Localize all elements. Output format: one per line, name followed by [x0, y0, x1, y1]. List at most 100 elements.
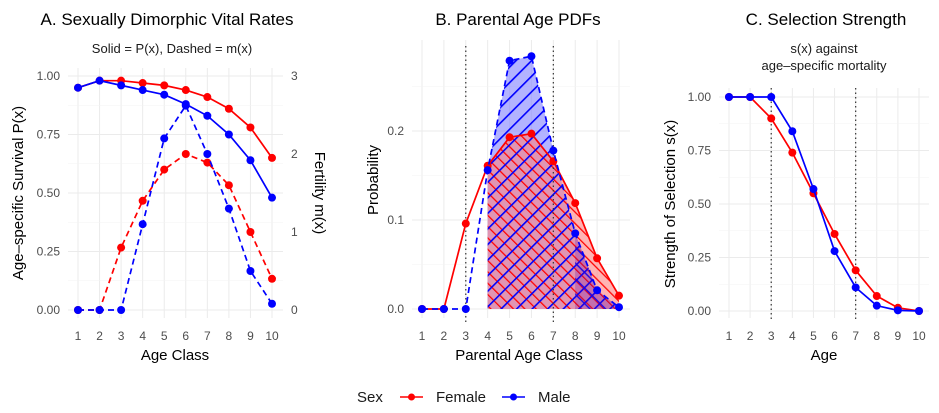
- y-tick-label: 0.2: [387, 124, 404, 138]
- data-point-male: [527, 52, 536, 61]
- data-point-male: [117, 306, 126, 314]
- x-tick-label: 6: [528, 329, 535, 343]
- panel-a-grid: [68, 68, 283, 318]
- data-point-male: [117, 81, 126, 90]
- legend-key-female: [408, 393, 415, 401]
- data-point-male: [246, 267, 255, 275]
- data-point-male: [138, 220, 147, 229]
- panel-a-marks: [74, 76, 276, 314]
- x-tick-label: 2: [747, 329, 754, 343]
- y-tick-label: 0.1: [387, 213, 404, 227]
- data-point-female: [461, 219, 470, 228]
- x-tick-label: 10: [265, 329, 279, 343]
- data-point-female: [117, 243, 126, 252]
- y-right-tick-label: 0: [291, 303, 298, 317]
- data-point-male: [571, 229, 580, 238]
- data-point-female: [615, 291, 623, 300]
- x-tick-label: 5: [506, 329, 513, 343]
- x-tick-label: 1: [726, 329, 733, 343]
- x-tick-label: 6: [182, 329, 189, 343]
- data-point-male: [893, 306, 902, 315]
- data-point-male: [268, 299, 276, 308]
- data-point-female: [505, 133, 514, 142]
- panel-a-subtitle: Solid = P(x), Dashed = m(x): [92, 41, 252, 56]
- x-tick-label: 3: [768, 329, 775, 343]
- y-right-tick-label: 2: [291, 147, 298, 161]
- y-tick-label: 0.25: [37, 245, 61, 259]
- data-point-female: [160, 165, 169, 174]
- panel-b-xlabel: Parental Age Class: [455, 347, 583, 364]
- data-point-female: [788, 148, 797, 157]
- male-area-hatch: [487, 56, 619, 309]
- series-line-female-survival: [77, 79, 273, 159]
- data-point-male: [851, 283, 860, 292]
- panel-c-title: C. Selection Strength: [746, 10, 907, 29]
- panel-a: A. Sexually Dimorphic Vital Rates Solid …: [10, 10, 328, 364]
- data-point-female: [203, 158, 212, 167]
- y-tick-label: 1.00: [688, 90, 712, 104]
- y-tick-label: 0.0: [387, 302, 404, 316]
- male-tail-hatch: [575, 233, 619, 309]
- data-point-female: [181, 86, 190, 95]
- x-tick-label: 8: [572, 329, 579, 343]
- x-tick-label: 4: [139, 329, 146, 343]
- panel-b-title: B. Parental Age PDFs: [435, 10, 600, 29]
- data-point-female: [767, 114, 776, 123]
- data-point-male: [138, 86, 147, 95]
- data-point-female: [138, 79, 147, 88]
- data-point-male: [203, 111, 212, 120]
- data-point-male: [203, 150, 212, 158]
- x-tick-label: 9: [594, 329, 601, 343]
- data-point-male: [74, 83, 82, 92]
- x-tick-label: 5: [161, 329, 168, 343]
- x-tick-label: 8: [226, 329, 233, 343]
- y-tick-label: 0.00: [688, 304, 712, 318]
- y-right-tick-label: 1: [291, 225, 298, 239]
- data-point-male: [593, 286, 602, 295]
- y-tick-label: 0.50: [688, 197, 712, 211]
- data-point-male: [483, 166, 492, 175]
- data-point-male: [809, 185, 818, 194]
- data-point-female: [527, 129, 536, 138]
- x-tick-label: 1: [75, 329, 82, 343]
- y-tick-label: 1.00: [37, 69, 61, 83]
- data-point-female: [872, 292, 881, 301]
- data-point-male: [246, 156, 255, 165]
- data-point-male: [830, 247, 839, 256]
- series-line-male-fertility: [78, 103, 273, 311]
- panel-c-marks: [725, 88, 923, 322]
- legend-title: Sex: [357, 389, 383, 406]
- x-tick-label: 4: [789, 329, 796, 343]
- y-tick-label: 0.25: [688, 251, 712, 265]
- data-point-male: [95, 76, 104, 85]
- panel-b: B. Parental Age PDFs 0.00.10.21 2 3 4 5 6 7 8 9 1…: [365, 10, 630, 364]
- data-point-female: [851, 266, 860, 275]
- x-tick-label: 7: [852, 329, 859, 343]
- panel-b-ticks: 0.00.10.21 2 3 4 5 6 7 8 9 10: [387, 124, 626, 343]
- data-point-male: [160, 90, 169, 99]
- data-point-male: [224, 204, 233, 213]
- data-point-male: [767, 93, 776, 101]
- y-right-tick-label: 3: [291, 69, 298, 83]
- series-line-male-survival: [77, 79, 273, 199]
- data-point-female: [138, 196, 147, 205]
- y-tick-label: 0.75: [37, 128, 61, 142]
- x-tick-label: 3: [118, 329, 125, 343]
- panel-a-title: A. Sexually Dimorphic Vital Rates: [41, 10, 294, 29]
- panel-a-ylabel-right: Fertility m(x): [311, 152, 328, 235]
- x-tick-label: 4: [484, 329, 491, 343]
- data-point-male: [268, 193, 276, 202]
- panel-a-xlabel: Age Class: [141, 347, 209, 364]
- data-point-male: [725, 93, 733, 101]
- x-tick-label: 1: [419, 329, 426, 343]
- data-point-female: [268, 153, 276, 162]
- overlap-tail-fill: [575, 233, 619, 309]
- y-tick-label: 0.00: [37, 303, 61, 317]
- panel-c-subtitle-line2: age–specific mortality: [762, 58, 887, 73]
- panel-c-ylabel: Strength of Selection s(x): [662, 120, 679, 288]
- data-point-male: [95, 306, 104, 314]
- x-tick-label: 7: [550, 329, 557, 343]
- panel-c: C. Selection Strength s(x) against age–s…: [662, 10, 929, 364]
- data-point-female: [246, 123, 255, 132]
